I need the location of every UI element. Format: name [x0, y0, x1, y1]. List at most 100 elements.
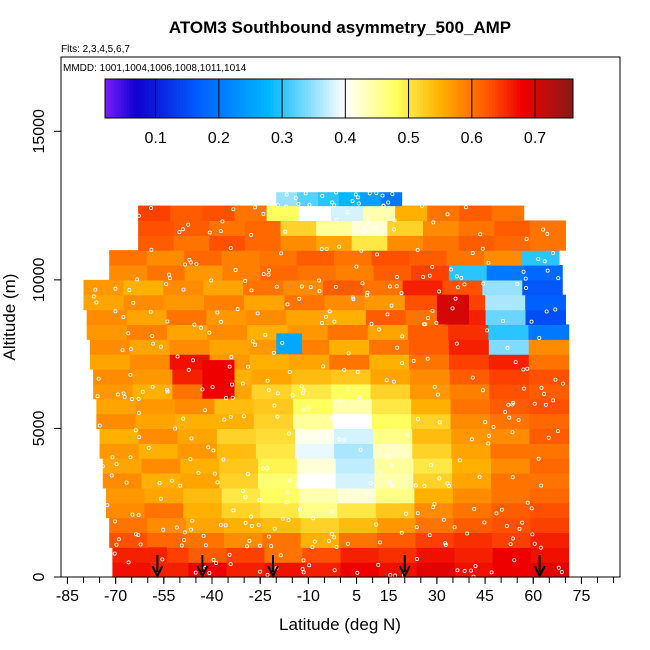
observation-dot: [321, 364, 326, 369]
heatmap-cell: [266, 205, 300, 222]
observation-dot: [536, 456, 541, 461]
observation-dot: [520, 520, 525, 525]
observation-dot: [510, 430, 515, 435]
observation-dot: [110, 455, 115, 460]
observation-dot: [149, 247, 154, 252]
colorbar-segment: [282, 79, 287, 118]
observation-dot: [338, 398, 343, 403]
observation-dot: [510, 475, 515, 480]
observation-dot: [332, 535, 337, 540]
colorbar-segment: [292, 79, 296, 118]
heatmap-cell: [329, 339, 370, 355]
heatmap-cell: [202, 205, 236, 222]
heatmap-cell: [491, 205, 525, 222]
observation-dot: [329, 531, 334, 536]
observation-dot: [376, 562, 381, 567]
observation-dot: [316, 278, 321, 283]
heatmap-cell: [96, 413, 137, 430]
observation-dot: [140, 389, 145, 394]
observation-dot: [333, 284, 338, 289]
observation-dot: [414, 557, 419, 562]
heatmap-cell: [89, 339, 131, 355]
observation-dot: [256, 522, 261, 527]
observation-dot: [330, 200, 335, 205]
heatmap-cell: [289, 354, 330, 370]
observation-dot: [541, 227, 546, 232]
heatmap-cell: [109, 532, 149, 548]
observation-dot: [266, 272, 271, 277]
profile-arrow: [398, 555, 411, 579]
heatmap-cell: [216, 428, 257, 444]
observation-dot: [543, 402, 548, 407]
colorbar-segment: [232, 79, 237, 118]
heatmap-cell: [185, 517, 225, 534]
heatmap-cell: [209, 220, 246, 236]
heatmap-cell: [246, 309, 287, 326]
colorbar-segment: [320, 79, 324, 118]
heatmap-cell: [330, 369, 372, 385]
heatmap-cell: [407, 324, 449, 340]
observation-dot: [499, 507, 504, 512]
observation-dot: [207, 230, 212, 235]
observation-dot: [113, 309, 118, 314]
observation-dot: [207, 570, 212, 575]
observation-dot: [400, 361, 405, 366]
observation-dot: [231, 207, 236, 212]
observation-dot: [188, 260, 193, 265]
observation-dot: [301, 558, 306, 563]
heatmap-cell: [491, 502, 531, 519]
heatmap-cell: [129, 354, 171, 370]
heatmap-cell: [147, 532, 187, 548]
heatmap-cell: [112, 562, 152, 578]
observation-dot: [500, 319, 505, 324]
observation-dot: [133, 428, 138, 433]
observation-dot: [188, 457, 193, 462]
observation-dot: [288, 478, 293, 483]
flights-label: Flts: 2,3,4,5,6,7: [61, 44, 130, 55]
colorbar-segment: [264, 79, 268, 118]
observation-dot: [233, 267, 238, 272]
observation-dot: [105, 503, 110, 508]
observation-dot: [351, 297, 356, 302]
heatmap-cell: [135, 398, 176, 415]
heatmap-cell: [378, 547, 418, 563]
observation-dot: [211, 557, 216, 562]
observation-dot: [128, 372, 133, 377]
observation-dot: [432, 384, 437, 389]
observation-dot: [276, 203, 281, 208]
observation-dot: [245, 472, 250, 477]
heatmap-cell: [453, 517, 493, 534]
colorbar-segment: [158, 79, 162, 118]
heatmap-cell: [294, 443, 335, 459]
colorbar-segment: [548, 79, 552, 118]
heatmap-cell: [296, 250, 335, 266]
observation-dot: [299, 284, 304, 289]
observation-dot: [175, 354, 180, 359]
heatmap-cell: [448, 354, 490, 370]
observation-dot: [485, 328, 490, 333]
heatmap-cell: [452, 502, 493, 519]
observation-dot: [308, 285, 313, 290]
colorbar-segment: [535, 79, 540, 118]
observation-dot: [363, 229, 368, 234]
observation-dot: [255, 311, 260, 316]
observation-dot: [286, 431, 291, 436]
heatmap-cell: [105, 487, 146, 504]
heatmap-cell: [83, 279, 124, 296]
colorbar-segment: [226, 79, 231, 118]
observation-dot: [486, 260, 491, 265]
observation-dot: [478, 232, 483, 237]
observation-dot: [470, 251, 475, 256]
colorbar-segment: [513, 79, 518, 118]
profile-arrow: [267, 555, 279, 579]
heatmap-cell: [297, 265, 337, 281]
colorbar-segment: [105, 79, 109, 118]
colorbar-segment: [307, 79, 312, 118]
observation-dot: [510, 402, 515, 407]
observation-dot: [306, 215, 311, 220]
heatmap-cell: [448, 339, 490, 355]
heatmap-cell: [413, 473, 453, 489]
heatmap-cell: [112, 547, 152, 563]
heatmap-cell: [298, 502, 338, 519]
heatmap-cell: [373, 443, 413, 459]
